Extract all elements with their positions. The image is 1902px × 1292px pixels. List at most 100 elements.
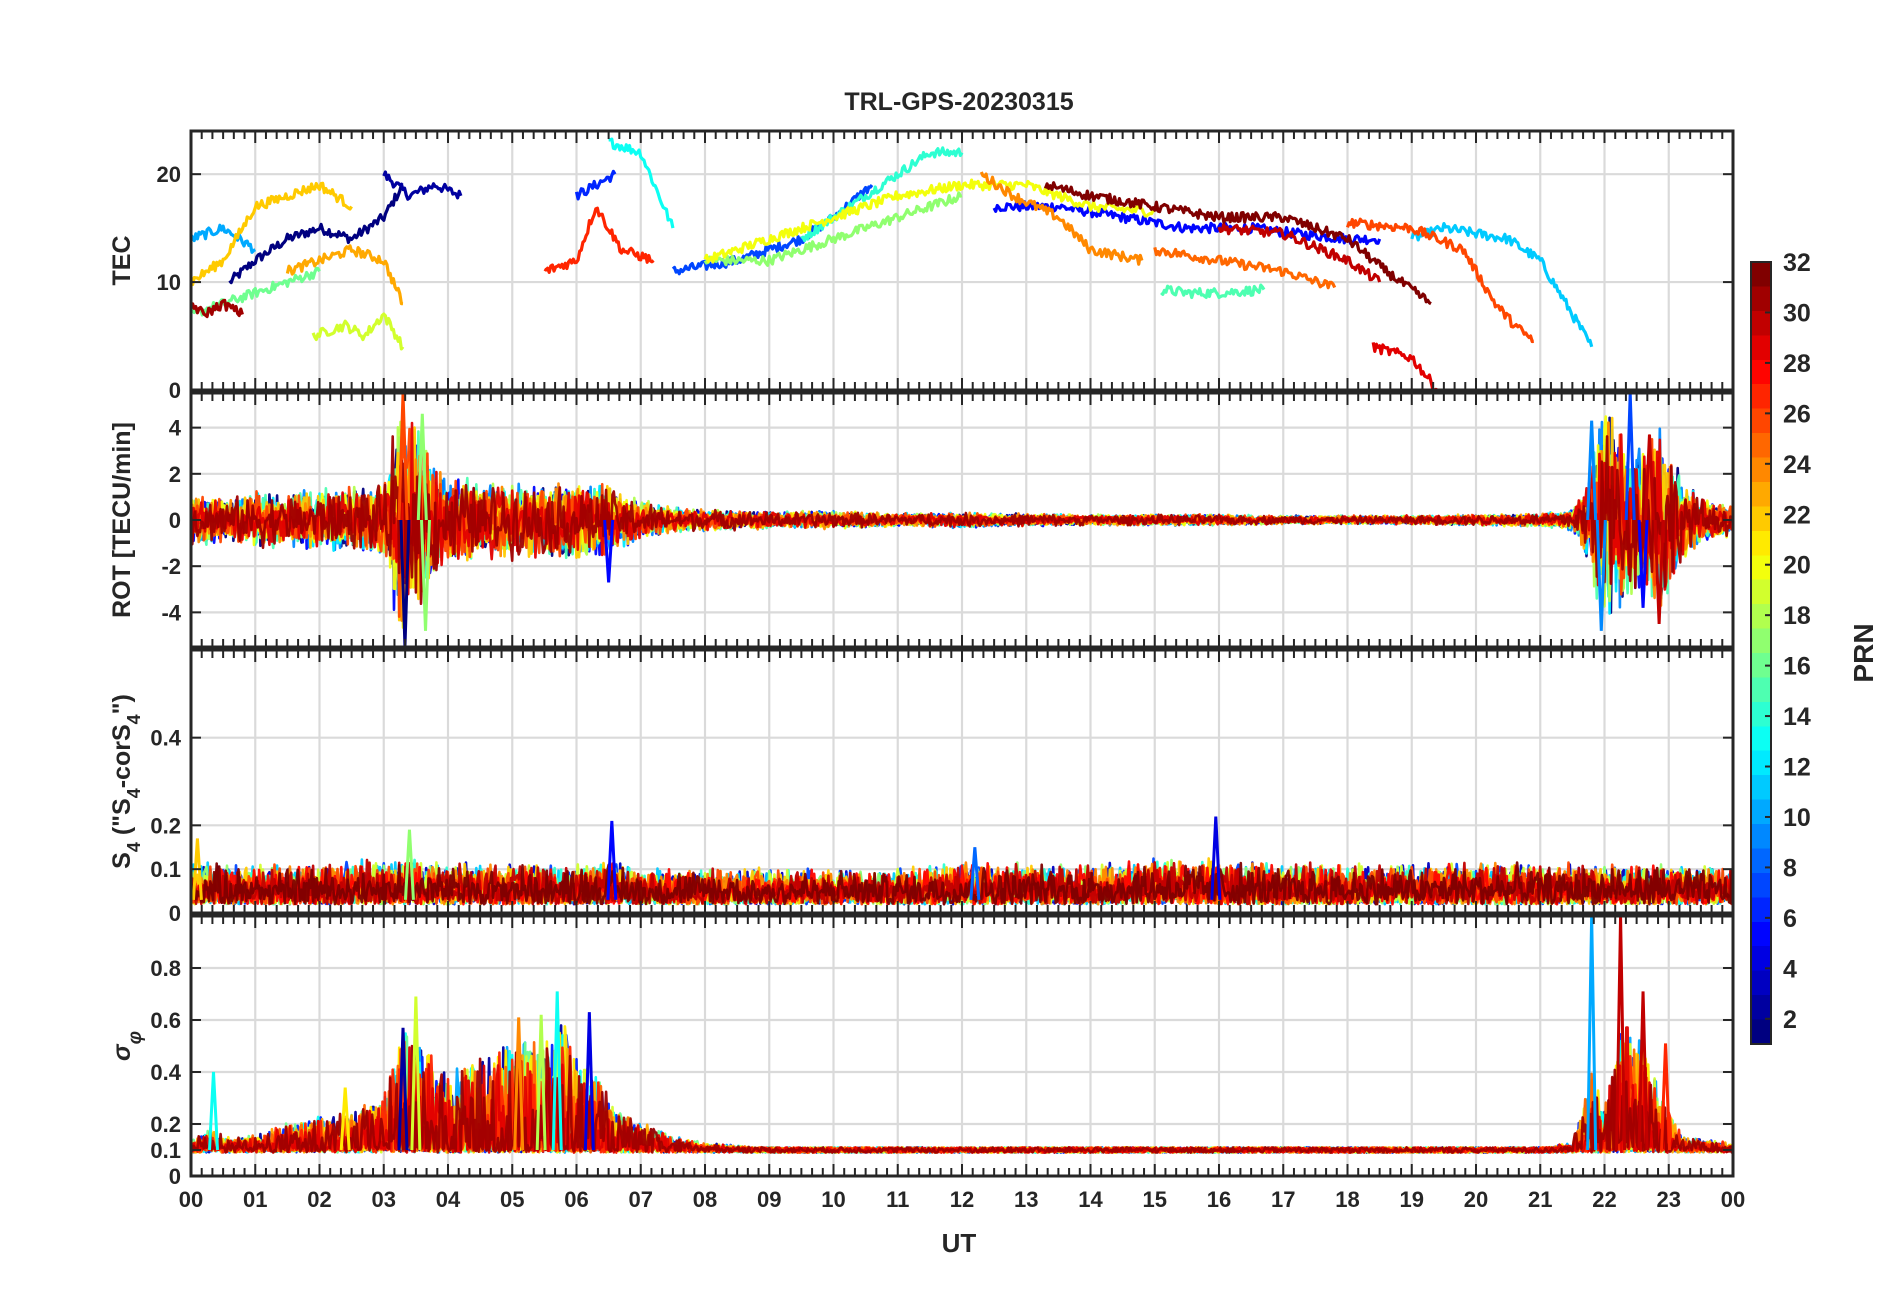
tec-data — [191, 137, 1594, 390]
sigma-data — [191, 916, 1733, 1154]
x-tick-label: 16 — [1207, 1187, 1231, 1212]
x-tick-label: 06 — [564, 1187, 588, 1212]
y-axis-label-part: 4 — [124, 842, 144, 852]
rot-peak — [1637, 519, 1649, 608]
tec-series-prn-25 — [1153, 247, 1337, 290]
tec-series-prn-20 — [703, 178, 1157, 264]
tec-series-prn-29 — [1371, 342, 1438, 390]
sigma-trace — [191, 1044, 1733, 1154]
x-tick-label: 22 — [1592, 1187, 1616, 1212]
x-tick-label: 20 — [1464, 1187, 1488, 1212]
rot-peak — [1586, 420, 1598, 521]
sigma-peak — [410, 996, 422, 1151]
colorbar-tick-label: 20 — [1783, 552, 1811, 580]
s4-trace — [191, 861, 1733, 906]
panel-rot: -4 -2 0 2 4 ROT [TECU/min] — [108, 391, 1735, 649]
sigma-peak — [339, 1087, 351, 1151]
x-tick-label: 00 — [1721, 1187, 1745, 1212]
tec-series-prn-5 — [992, 200, 1382, 246]
rot-y-tick-label: -2 — [161, 554, 181, 579]
sigma-peak — [583, 1012, 595, 1151]
x-tick-label: 02 — [307, 1187, 331, 1212]
s4-y-axis-label: S4 ("S4-corS4") — [108, 694, 144, 869]
rot-y-tick-label: 4 — [169, 416, 182, 441]
x-tick-label: 23 — [1657, 1187, 1681, 1212]
s4-ticks — [190, 650, 1734, 914]
s4-y-tick-label: 0 — [169, 901, 181, 926]
colorbar-tick-label: 16 — [1783, 653, 1811, 681]
y-axis-label-part: ") — [108, 694, 136, 714]
sigma-y-tick-label: 0.2 — [150, 1112, 181, 1137]
tec-series-prn-22 — [191, 181, 353, 287]
x-tick-label: 17 — [1271, 1187, 1295, 1212]
sigma-peak — [207, 1071, 219, 1151]
panel-tec: 0 10 20 TEC — [108, 129, 1735, 403]
panel-s4: 00.10.20.4S4 ("S4-corS4") — [108, 648, 1735, 926]
tec-series-prn-2 — [382, 170, 463, 201]
colorbar-tick-label: 18 — [1783, 602, 1811, 630]
s4-peak — [606, 820, 618, 900]
rot-peak — [1653, 519, 1665, 624]
sigma-peak — [397, 1027, 409, 1151]
s4-data — [191, 816, 1733, 906]
sigma-y-axis-label: σφ — [108, 1031, 146, 1061]
colorbar-tick-label: 8 — [1783, 854, 1797, 882]
x-tick-label: 14 — [1078, 1187, 1103, 1212]
rot-peak — [603, 519, 615, 583]
x-tick-label: 03 — [372, 1187, 396, 1212]
chart-title: TRL-GPS-20230315 — [844, 88, 1073, 116]
tec-series-prn-17 — [703, 191, 963, 267]
tec-y-tick-label: 0 — [169, 378, 181, 403]
sigma-peak — [1660, 1043, 1672, 1151]
tec-series-prn-32 — [1043, 181, 1432, 306]
sigma-peak — [551, 991, 563, 1151]
rot-peak — [397, 393, 409, 521]
rot-y-tick-label: 2 — [169, 462, 181, 487]
tec-series-prn-23 — [285, 244, 404, 306]
x-tick-label: 04 — [436, 1187, 461, 1212]
sigma-peak — [513, 1017, 525, 1151]
tec-series-prn-27 — [543, 206, 655, 274]
s4-peak — [191, 838, 203, 900]
x-tick-label: 10 — [821, 1187, 845, 1212]
sigma-y-tick-label: 0.1 — [150, 1138, 181, 1163]
rot-peak — [1643, 434, 1655, 521]
rot-peak — [399, 519, 411, 647]
rot-peak — [1595, 519, 1607, 631]
y-axis-label-part: ("S — [108, 798, 136, 842]
tec-series-prn-26 — [1345, 217, 1534, 344]
colorbar-label: PRN — [1848, 623, 1879, 682]
tec-series-prn-6 — [574, 169, 617, 201]
rot-peak — [416, 413, 428, 521]
tec-series-prn-1 — [228, 183, 404, 285]
sigma-peak — [1615, 916, 1627, 1151]
colorbar-tick-label: 28 — [1783, 350, 1811, 378]
tec-series-prn-30 — [1217, 222, 1382, 283]
colorbar-tick-label: 4 — [1783, 955, 1797, 983]
y-axis-label-part: φ — [125, 1031, 146, 1044]
rot-y-axis-label: ROT [TECU/min] — [108, 422, 136, 618]
y-axis-label-part: -corS — [108, 724, 136, 788]
sigma-y-tick-label: 0.8 — [150, 956, 181, 981]
tec-series-prn-10 — [191, 223, 256, 254]
tec-y-axis-label: TEC — [108, 236, 136, 286]
tec-series-prn-13 — [608, 137, 675, 229]
tec-ticks — [190, 131, 1734, 391]
colorbar-tick-label: 32 — [1783, 249, 1811, 277]
s4-y-tick-label: 0.4 — [150, 726, 181, 751]
rot-y-tick-label: 0 — [169, 508, 181, 533]
tec-series-prn-31 — [191, 298, 244, 319]
colorbar-tick-label: 26 — [1783, 400, 1811, 428]
tec-series-prn-19 — [311, 312, 405, 351]
sigma-ticks — [190, 916, 1734, 1177]
x-tick-label: 08 — [693, 1187, 717, 1212]
colorbar-tick-label: 6 — [1783, 905, 1797, 933]
panel-sigma: 00.10.2 0.4 0.6 0.8 σφ 00 01 02 03 04 05 06 07 08 09 10… — [108, 914, 1745, 1212]
x-tick-label: 01 — [243, 1187, 267, 1212]
colorbar-tick-label: 2 — [1783, 1006, 1797, 1034]
x-tick-label: 15 — [1143, 1187, 1167, 1212]
sigma-peak — [1586, 916, 1598, 1151]
x-tick-label: 07 — [629, 1187, 653, 1212]
